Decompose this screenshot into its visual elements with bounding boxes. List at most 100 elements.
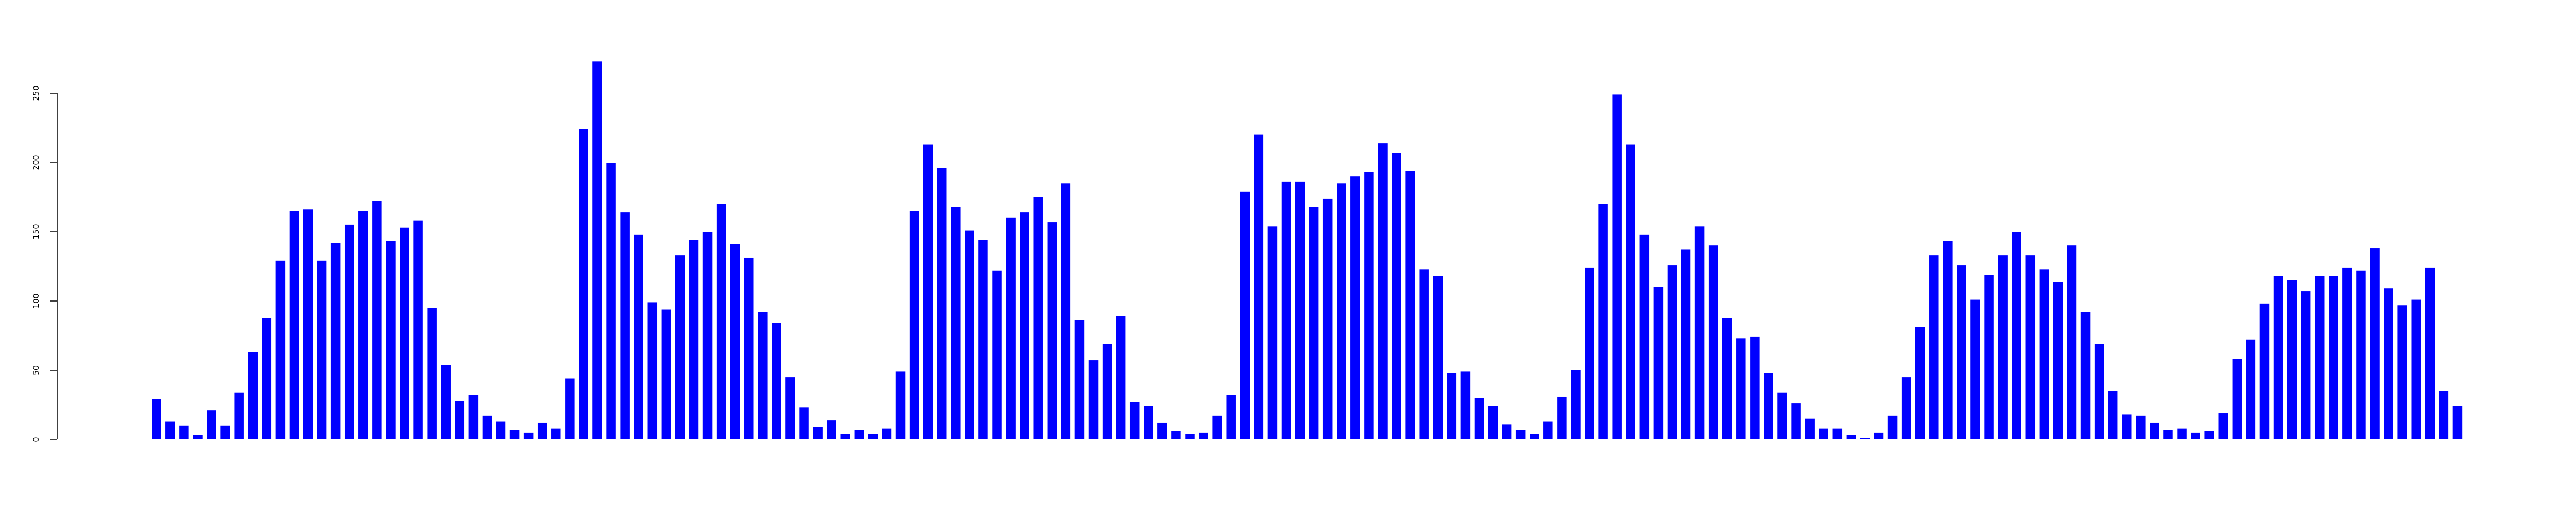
bar [413,220,423,439]
y-tick-label: 0 [32,437,41,442]
bar [1447,373,1457,439]
bar [1639,234,1650,439]
bar [1832,428,1843,439]
bar [923,144,933,440]
bar [772,323,781,439]
bar [1212,415,1222,439]
bar [248,352,258,439]
bar [1419,269,1429,439]
bar [358,211,368,439]
bar [1185,434,1195,439]
bar [2025,255,2036,439]
bar [2411,299,2421,439]
bar [2136,415,2146,439]
bar [620,212,630,439]
bar [2425,267,2435,439]
bar [1199,432,1208,439]
bar [1846,435,1856,439]
bar [1474,398,1484,439]
bar [661,309,671,439]
bar [2067,245,2077,439]
bar [234,392,244,439]
bar [1585,267,1594,439]
bar [2397,305,2407,439]
bar [1515,430,1526,439]
bar [1722,318,1732,439]
bar [1488,406,1498,439]
bar [2259,303,2270,439]
bar [1887,415,1898,439]
bar [2150,422,2159,439]
bar [702,232,713,439]
bar [1915,327,1925,439]
bar [2094,344,2104,439]
bar [1295,181,1305,439]
bar [1764,373,1773,439]
bar [1653,287,1664,439]
bar [427,308,437,439]
bar [1378,143,1388,439]
bar [1750,336,1760,439]
bar [1970,299,1980,439]
bar [2342,267,2352,439]
bar [1061,183,1071,439]
bar [1337,183,1346,439]
bar [689,240,699,439]
bar [468,395,479,439]
bar [1226,395,1236,439]
bar [799,407,809,439]
bar [455,401,465,439]
bar [193,435,203,439]
bar [2163,430,2173,439]
bar [1667,265,1677,439]
bar [289,211,299,439]
bar [303,209,313,439]
bar [2122,414,2132,439]
bar [1736,338,1746,439]
bar [1998,255,2008,439]
y-tick-label: 50 [32,365,41,375]
y-tick-label: 250 [32,86,41,101]
bar [882,428,892,439]
bar [1874,432,1884,439]
bar [1074,320,1085,439]
bar [2329,276,2338,439]
bar [2314,276,2325,439]
bar [2012,232,2021,439]
bar [1502,424,1512,439]
bar [537,422,547,439]
bar [1777,392,1787,439]
bar [165,421,175,439]
bar [2108,391,2118,439]
bar [1543,421,1553,439]
bar [1681,249,1691,439]
bar [262,318,272,439]
bar [207,410,216,439]
bar [1957,265,1966,439]
bar [330,243,341,439]
bar [785,377,795,439]
bar [579,129,588,440]
bar [854,430,864,439]
bar [1708,245,1718,439]
bar [1433,276,1443,439]
bar [1694,226,1705,439]
bar [1612,94,1622,440]
bar [317,260,327,439]
bar [2218,413,2228,439]
bar [716,204,726,439]
bar [1805,418,1815,439]
bar [592,61,602,440]
bar [2384,288,2393,439]
bar [1144,406,1153,439]
bar [1929,255,1939,439]
bar [152,399,161,439]
bar [344,224,354,439]
bar [1047,222,1057,439]
bar [1020,212,1029,439]
bar [2273,276,2283,439]
bar [372,201,382,439]
bar [1984,275,1994,439]
bar [1392,153,1401,439]
